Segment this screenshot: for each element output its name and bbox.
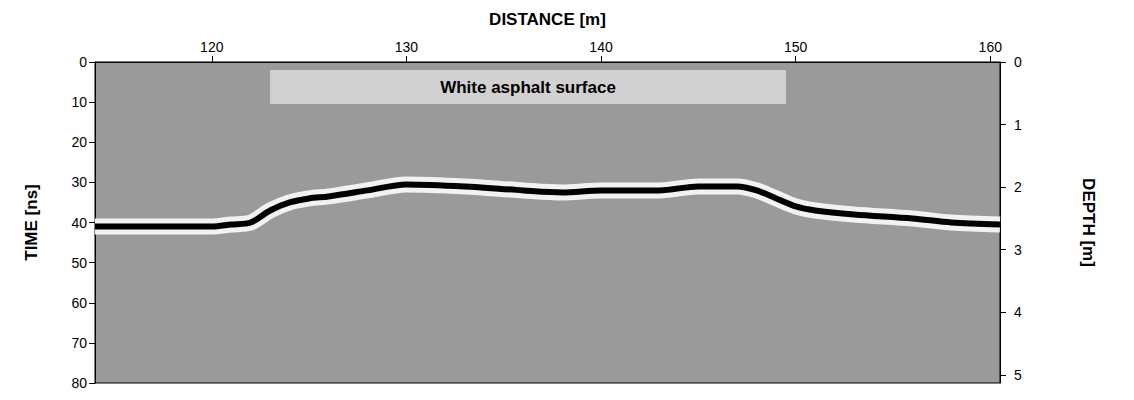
- svg-text:1: 1: [1014, 117, 1022, 133]
- svg-text:50: 50: [71, 255, 87, 271]
- svg-text:4: 4: [1014, 304, 1022, 320]
- svg-text:150: 150: [784, 39, 808, 55]
- svg-text:5: 5: [1014, 367, 1022, 383]
- svg-text:20: 20: [71, 134, 87, 150]
- svg-text:30: 30: [71, 174, 87, 190]
- svg-text:140: 140: [589, 39, 613, 55]
- svg-text:3: 3: [1014, 242, 1022, 258]
- svg-text:80: 80: [71, 375, 87, 391]
- svg-text:10: 10: [71, 94, 87, 110]
- svg-text:0: 0: [1014, 54, 1022, 70]
- svg-text:0: 0: [79, 54, 87, 70]
- svg-text:2: 2: [1014, 179, 1022, 195]
- svg-text:120: 120: [200, 39, 224, 55]
- svg-text:130: 130: [395, 39, 419, 55]
- svg-text:White asphalt surface: White asphalt surface: [440, 78, 616, 97]
- svg-text:160: 160: [979, 39, 1003, 55]
- svg-text:TIME [ns]: TIME [ns]: [22, 184, 41, 261]
- svg-text:40: 40: [71, 215, 87, 231]
- svg-text:DISTANCE [m]: DISTANCE [m]: [489, 10, 606, 29]
- svg-text:DEPTH [m]: DEPTH [m]: [1079, 178, 1098, 267]
- svg-text:70: 70: [71, 335, 87, 351]
- svg-text:60: 60: [71, 295, 87, 311]
